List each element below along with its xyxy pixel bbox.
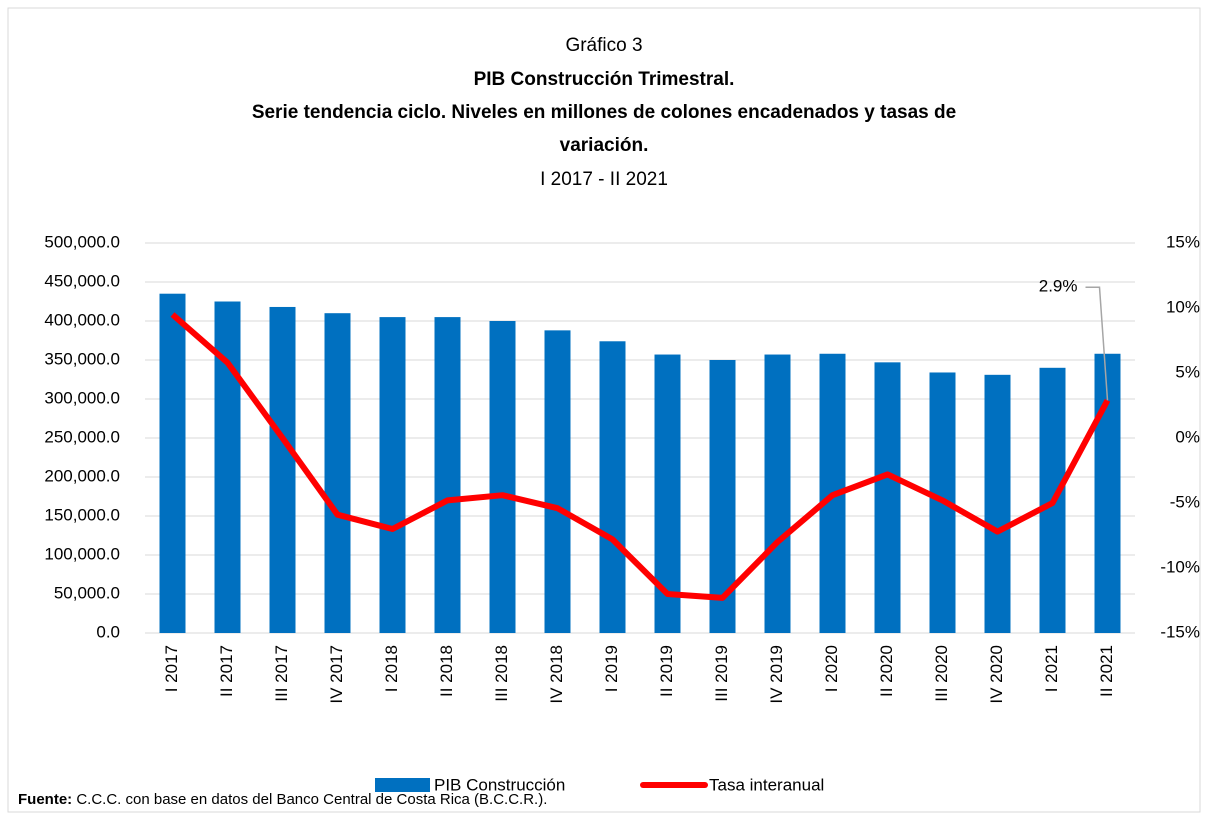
x-tick-label: III 2020 <box>932 645 951 702</box>
bar <box>544 330 571 633</box>
y-tick-label: 300,000.0 <box>44 388 120 407</box>
legend-swatch <box>375 778 430 792</box>
bar <box>159 293 186 633</box>
x-tick-label: III 2017 <box>272 645 291 702</box>
y-tick-label: 50,000.0 <box>54 583 120 602</box>
x-tick-label: II 2018 <box>437 645 456 697</box>
source-text: C.C.C. con base en datos del Banco Centr… <box>76 791 547 808</box>
bar <box>874 362 901 633</box>
y2-tick-label: 10% <box>1166 297 1200 316</box>
chart-subtitle: variación. <box>560 135 649 156</box>
x-tick-label: IV 2019 <box>767 645 786 704</box>
x-tick-label: III 2018 <box>492 645 511 702</box>
y-tick-label: 100,000.0 <box>44 544 120 563</box>
y-tick-label: 400,000.0 <box>44 310 120 329</box>
x-tick-label: I 2018 <box>382 645 401 692</box>
legend-label: Tasa interanual <box>709 775 824 794</box>
x-tick-label: II 2020 <box>877 645 896 697</box>
y-tick-label: 250,000.0 <box>44 427 120 446</box>
x-tick-label: I 2017 <box>162 645 181 692</box>
line <box>170 312 1111 601</box>
y2-tick-label: 5% <box>1175 362 1200 381</box>
chart-subtitle: Serie tendencia ciclo. Niveles en millon… <box>252 102 956 123</box>
bar <box>599 341 626 633</box>
y2-tick-label: 0% <box>1175 427 1200 446</box>
x-tick-label: I 2021 <box>1042 645 1061 692</box>
legend-label: PIB Construcción <box>434 775 565 794</box>
y2-tick-label: 15% <box>1166 232 1200 251</box>
y2-tick-label: -5% <box>1170 492 1200 511</box>
source-label: Fuente: <box>18 791 72 808</box>
x-tick-label: I 2020 <box>822 645 841 692</box>
leader-line <box>1085 286 1109 401</box>
bar <box>984 374 1011 633</box>
x-tick-label: IV 2020 <box>987 645 1006 704</box>
source: Fuente: C.C.C. con base en datos del Ban… <box>18 791 547 808</box>
bar <box>489 321 516 633</box>
bar <box>434 317 461 633</box>
x-tick-label: II 2019 <box>657 645 676 697</box>
data-label: 2.9% <box>1039 277 1078 296</box>
bar <box>379 317 406 633</box>
x-tick-label: II 2017 <box>217 645 236 697</box>
y-tick-label: 500,000.0 <box>44 232 120 251</box>
y-tick-label: 450,000.0 <box>44 271 120 290</box>
bar <box>764 354 791 633</box>
y-tick-label: 200,000.0 <box>44 466 120 485</box>
x-tick-label: II 2021 <box>1097 645 1116 697</box>
y-tick-label: 350,000.0 <box>44 349 120 368</box>
bar <box>269 306 296 633</box>
x-tick-label: IV 2018 <box>547 645 566 704</box>
y2-tick-label: -15% <box>1160 622 1200 641</box>
y2-tick-label: -10% <box>1160 557 1200 576</box>
x-tick-label: IV 2017 <box>327 645 346 704</box>
chart-period: I 2017 - II 2021 <box>540 169 668 190</box>
x-tick-label: I 2019 <box>602 645 621 692</box>
y-tick-label: 0.0 <box>96 622 120 641</box>
y-tick-label: 150,000.0 <box>44 505 120 524</box>
x-tick-label: III 2019 <box>712 645 731 702</box>
chart-subtitle: PIB Construcción Trimestral. <box>474 69 735 90</box>
bar <box>324 313 351 633</box>
chart-title: Gráfico 3 <box>565 35 642 56</box>
